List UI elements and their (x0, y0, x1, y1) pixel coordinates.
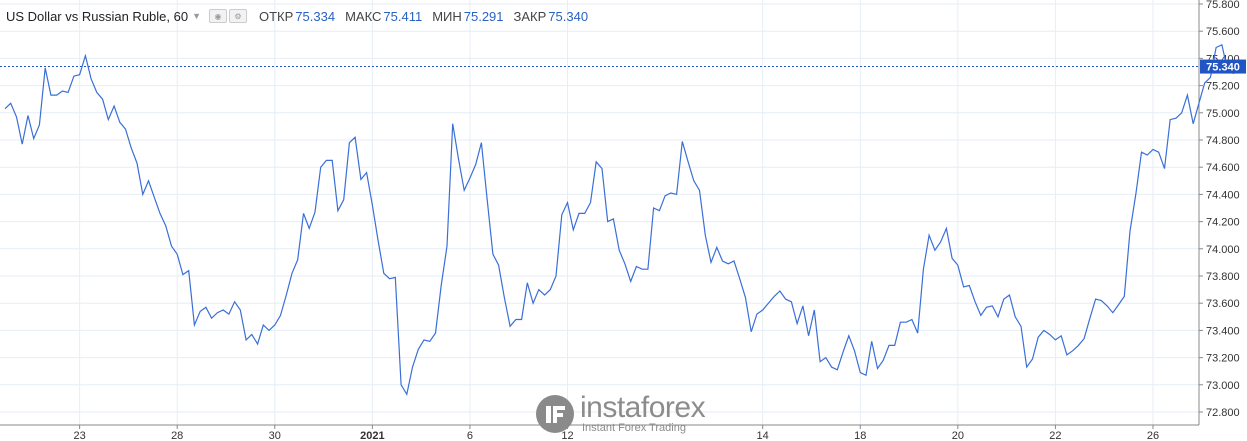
instaforex-logo-icon (536, 395, 574, 433)
y-tick-label: 74.400 (1206, 189, 1240, 201)
last-price-label: 75.340 (1200, 59, 1246, 74)
low-value: 75.291 (463, 8, 504, 24)
time-axis[interactable]: 23 28 30 2021 6 12 14 18 20 22 26 (73, 425, 1159, 441)
y-tick-label: 73.600 (1206, 298, 1240, 310)
low-label: МИН (432, 8, 462, 24)
close-value: 75.340 (548, 8, 589, 24)
y-tick-label: 74.000 (1206, 244, 1240, 256)
y-tick-label: 75.200 (1206, 81, 1240, 93)
x-tick-label: 28 (171, 430, 183, 441)
x-tick-label: 18 (854, 430, 866, 441)
settings-icon[interactable]: ⚙ (229, 9, 247, 23)
y-tick-label: 73.800 (1206, 271, 1240, 283)
price-axis[interactable]: 72.800 73.000 73.200 73.400 73.600 73.800 74.0… (1199, 0, 1240, 419)
chevron-down-icon[interactable]: ▼ (192, 11, 201, 21)
x-tick-label: 23 (73, 430, 85, 441)
y-tick-label: 75.800 (1206, 0, 1240, 11)
open-label: ОТКР (259, 8, 294, 24)
svg-text:75.340: 75.340 (1206, 62, 1240, 74)
y-tick-label: 74.600 (1206, 162, 1240, 174)
x-tick-label: 22 (1049, 430, 1061, 441)
high-value: 75.411 (383, 8, 423, 24)
price-line-series (4, 43, 1245, 396)
eye-icon[interactable]: ◉ (209, 9, 227, 23)
y-tick-label: 72.800 (1206, 407, 1240, 419)
chart-grid (0, 0, 1199, 425)
watermark: instaforex Instant Forex Trading (536, 391, 706, 434)
y-tick-label: 74.200 (1206, 217, 1240, 229)
x-tick-label: 20 (952, 430, 964, 441)
y-tick-label: 75.000 (1206, 108, 1240, 120)
x-tick-label: 30 (269, 430, 281, 441)
high-label: МАКС (345, 8, 382, 24)
x-tick-label: 2021 (360, 430, 384, 441)
y-tick-label: 73.200 (1206, 353, 1240, 365)
y-tick-label: 75.600 (1206, 26, 1240, 38)
x-tick-label: 6 (467, 430, 473, 441)
symbol-title[interactable]: US Dollar vs Russian Ruble, 60 (6, 8, 189, 24)
open-value: 75.334 (295, 8, 336, 24)
chart-legend: US Dollar vs Russian Ruble, 60 ▼ ◉ ⚙ ОТК… (6, 6, 594, 26)
x-tick-label: 14 (757, 430, 769, 441)
y-tick-label: 73.000 (1206, 380, 1240, 392)
watermark-tagline: Instant Forex Trading (582, 422, 686, 434)
legend-controls: ◉ ⚙ (209, 9, 247, 23)
y-tick-label: 74.800 (1206, 135, 1240, 147)
x-tick-label: 26 (1147, 430, 1159, 441)
close-label: ЗАКР (513, 8, 547, 24)
y-tick-label: 73.400 (1206, 325, 1240, 337)
watermark-brand: instaforex (580, 391, 706, 424)
x-tick-label: 12 (561, 430, 573, 441)
